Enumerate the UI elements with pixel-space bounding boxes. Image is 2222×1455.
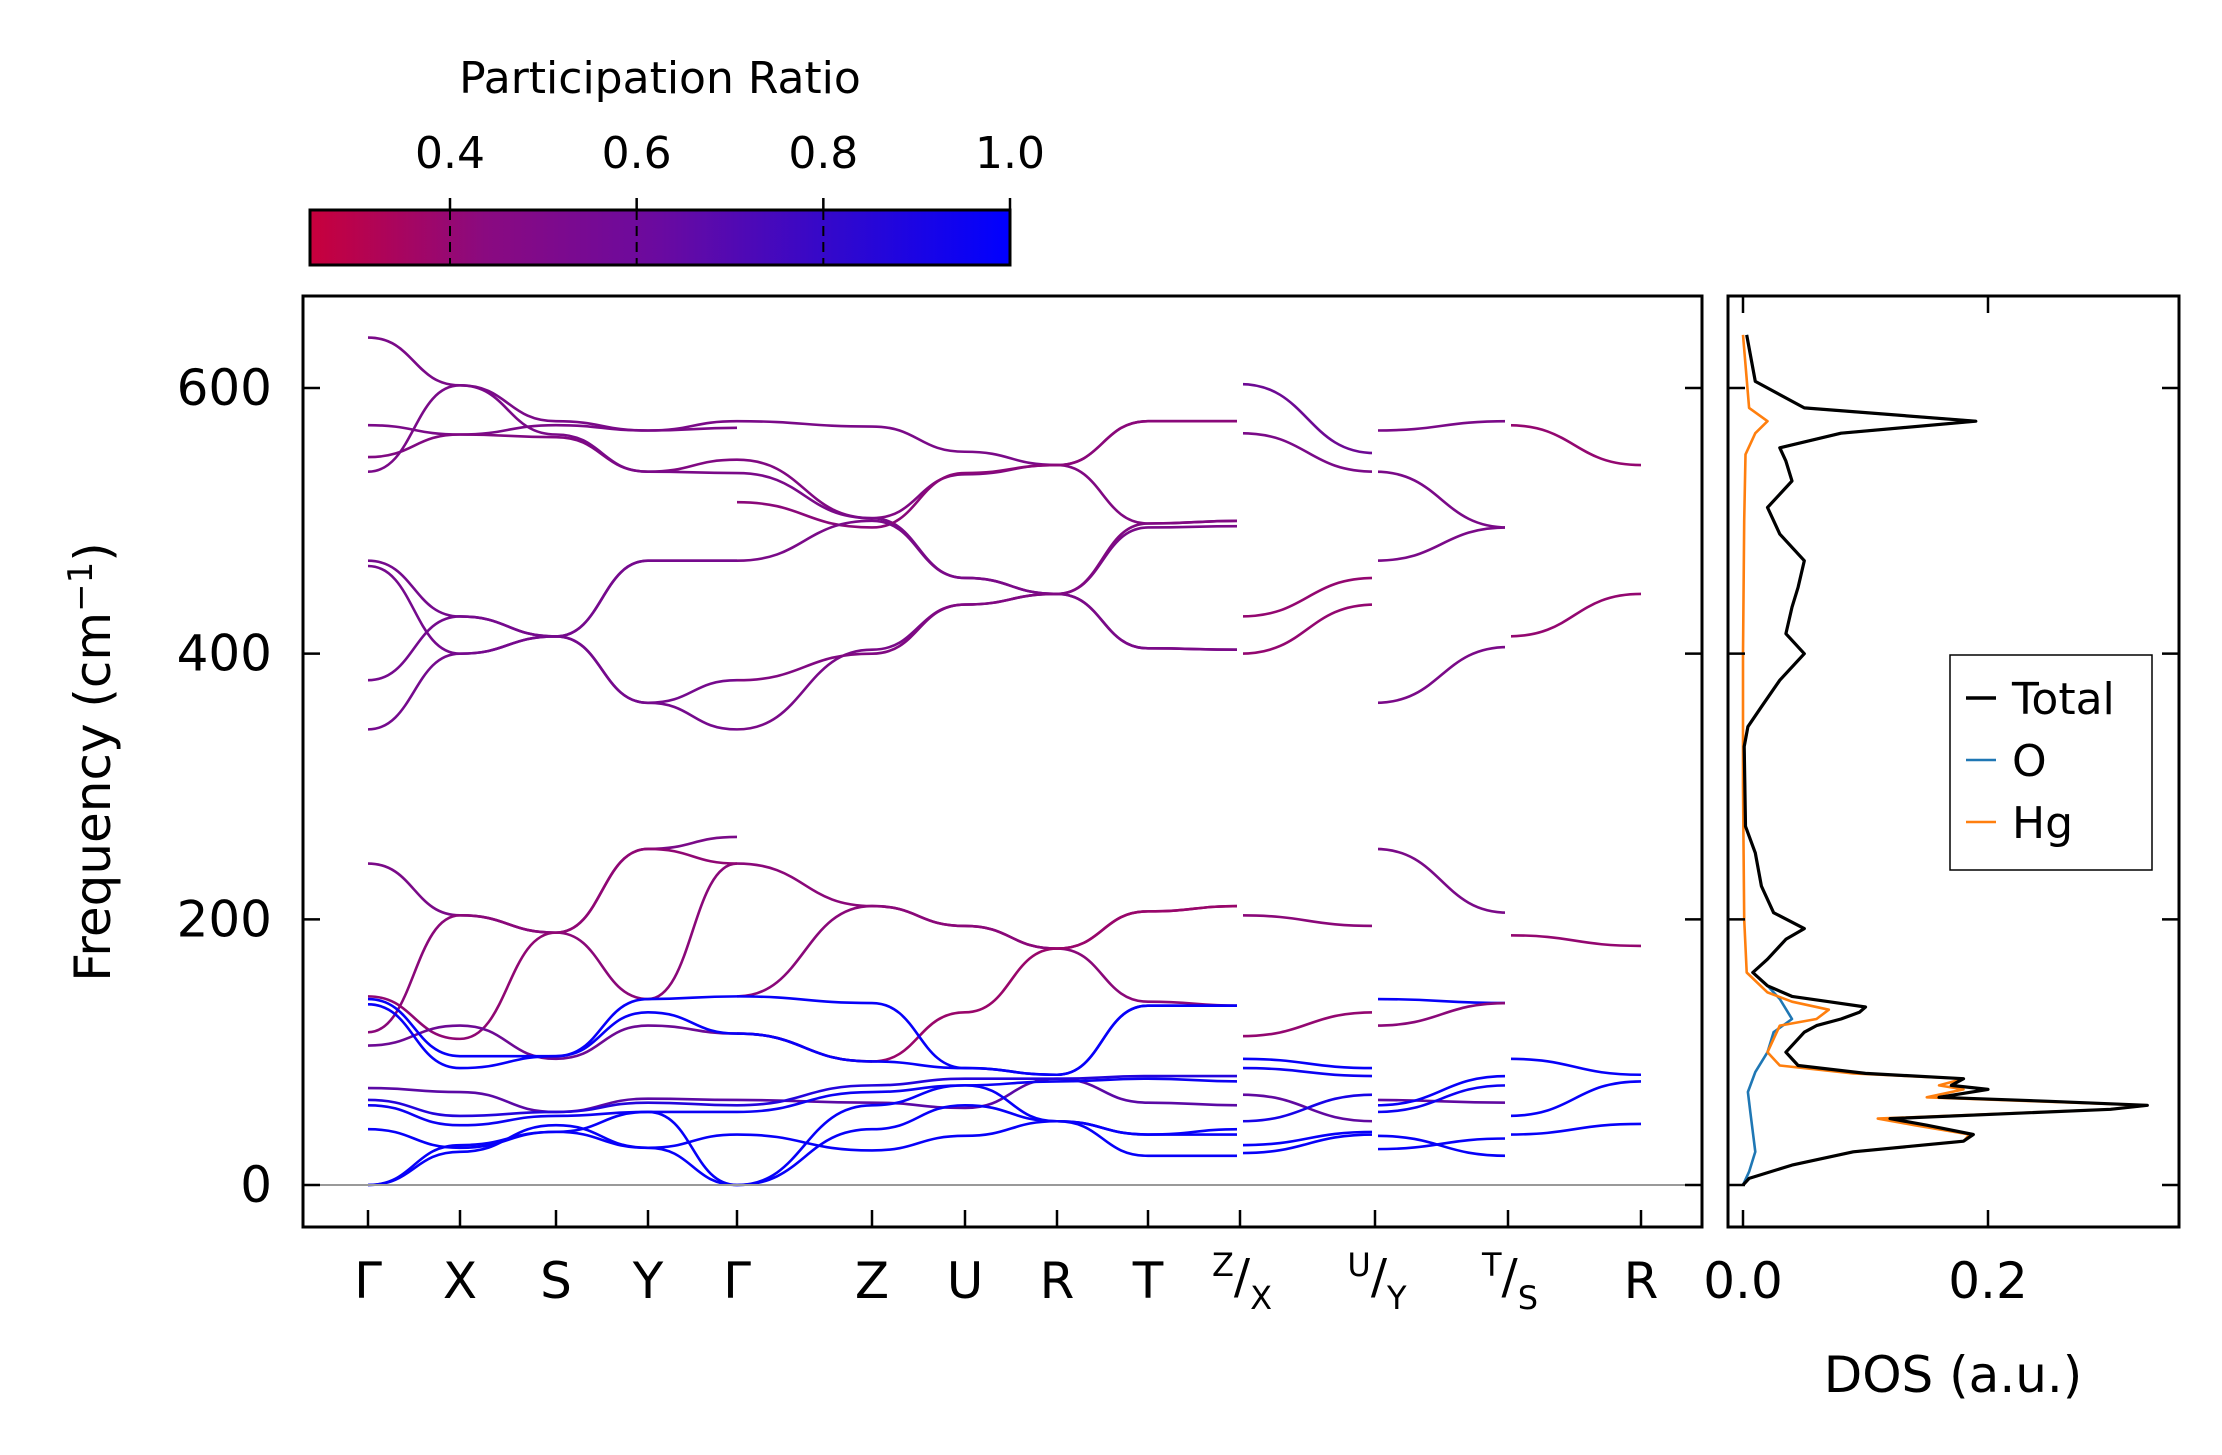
band-line	[367, 419, 1240, 467]
colorbar-gradient	[308, 208, 1012, 267]
band-line	[1239, 1130, 1376, 1147]
band-line	[736, 904, 1241, 1007]
dos-axis-ticks: 0.0 0.2	[1703, 296, 2179, 1310]
legend-box	[1949, 654, 2153, 871]
legend-label-o: O	[2012, 736, 2047, 787]
band-line	[1374, 419, 1509, 432]
legend: Total O Hg	[1949, 654, 2153, 871]
band-line	[1374, 1084, 1509, 1114]
kpath-label: X	[443, 1252, 477, 1310]
dos-x-tick-label: 0.2	[1948, 1252, 2028, 1310]
dos-line-o	[1741, 334, 1978, 1186]
kpath-label: S	[540, 1252, 572, 1310]
band-line	[367, 1077, 1241, 1127]
frequency-tick-label: 400	[177, 625, 272, 683]
kpath-label: U	[947, 1252, 984, 1310]
segment-gap	[1372, 300, 1378, 1180]
band-line	[1239, 1093, 1376, 1123]
kpath-label: U/Y	[1347, 1246, 1407, 1317]
kpath-label: Z	[855, 1252, 889, 1310]
colorbar-ticks: 0.4 0.6 0.8 1.0	[415, 128, 1045, 265]
frequency-axis-label: Frequency (cm−1)	[61, 542, 122, 982]
kpath-label: Γ	[723, 1252, 751, 1310]
band-line	[1374, 526, 1509, 562]
dos-axis-label: DOS (a.u.)	[1824, 1346, 2083, 1404]
kpath-label: Z/X	[1212, 1246, 1272, 1317]
colorbar-tick-label: 0.6	[602, 128, 672, 179]
band-line	[367, 1084, 1240, 1187]
band-line	[1239, 431, 1376, 473]
band-line	[1374, 470, 1509, 529]
band-line	[1507, 933, 1642, 948]
band-line	[736, 592, 1241, 731]
band-line	[1507, 1080, 1642, 1118]
band-line	[1507, 423, 1642, 467]
band-panel-frame	[301, 294, 1704, 1229]
kpath-label: T/S	[1481, 1246, 1538, 1317]
kpath-label: T	[1132, 1252, 1164, 1310]
band-line	[1374, 997, 1509, 1005]
colorbar-tick-label: 0.4	[415, 128, 485, 179]
band-line	[1239, 914, 1376, 928]
band-line	[1374, 1074, 1509, 1107]
band-line	[367, 1074, 1240, 1118]
band-line	[367, 615, 738, 705]
dos-panel-frame	[1726, 294, 2181, 1229]
dos-lines	[1741, 334, 2149, 1187]
legend-label-total: Total	[2011, 674, 2115, 725]
kpath-label: R	[1040, 1252, 1075, 1310]
band-line	[1507, 592, 1642, 638]
band-line	[367, 336, 738, 432]
colorbar: Participation Ratio 0.4 0.6 0.8 1.0	[308, 53, 1045, 267]
band-line	[1374, 1137, 1509, 1151]
band-line	[1374, 645, 1509, 705]
band-line	[1507, 1057, 1642, 1077]
segment-gap	[1237, 300, 1243, 1180]
band-line	[1374, 847, 1509, 914]
colorbar-tick-label: 0.8	[788, 128, 858, 179]
band-line	[736, 519, 1241, 682]
band-line	[1374, 1098, 1509, 1104]
frequency-tick-label: 600	[177, 359, 272, 417]
dos-x-tick-label: 0.0	[1703, 1252, 1783, 1310]
band-line	[1239, 603, 1376, 655]
band-line	[367, 433, 1241, 525]
band-line	[367, 559, 737, 731]
band-lines	[367, 336, 1642, 1187]
band-line	[1239, 1011, 1376, 1038]
frequency-tick-label: 0	[240, 1156, 272, 1214]
band-line	[367, 564, 738, 731]
frequency-axis-ticks: 0 200 400 600	[177, 359, 1702, 1214]
band-line	[367, 847, 738, 1041]
dos-line-total	[1741, 334, 2149, 1187]
kpath-label: Y	[632, 1252, 664, 1310]
band-line	[1239, 1066, 1376, 1078]
kpath-ticks: Γ X S Y Γ Z U R T Z/XU/YT/S R	[354, 1210, 1658, 1317]
legend-label-hg: Hg	[2012, 798, 2073, 849]
band-line	[367, 835, 738, 934]
kpath-label: Γ	[354, 1252, 382, 1310]
band-line	[367, 1003, 1240, 1077]
band-line	[1239, 1133, 1376, 1155]
band-line	[1374, 1001, 1509, 1027]
band-line	[1239, 576, 1376, 618]
segment-breaks	[1237, 300, 1511, 1180]
band-line	[1239, 382, 1376, 455]
band-line	[1239, 1057, 1376, 1070]
band-line	[736, 519, 1241, 651]
kpath-label: R	[1624, 1252, 1659, 1310]
colorbar-tick-label: 1.0	[975, 128, 1045, 179]
frequency-tick-label: 200	[177, 890, 272, 948]
dos-panel: 0.0 0.2 DOS (a.u.) Total O Hg	[1703, 294, 2181, 1404]
colorbar-label: Participation Ratio	[459, 53, 861, 104]
band-line	[1507, 1122, 1642, 1136]
band-line	[1374, 1134, 1509, 1158]
segment-gap	[1505, 300, 1511, 1180]
